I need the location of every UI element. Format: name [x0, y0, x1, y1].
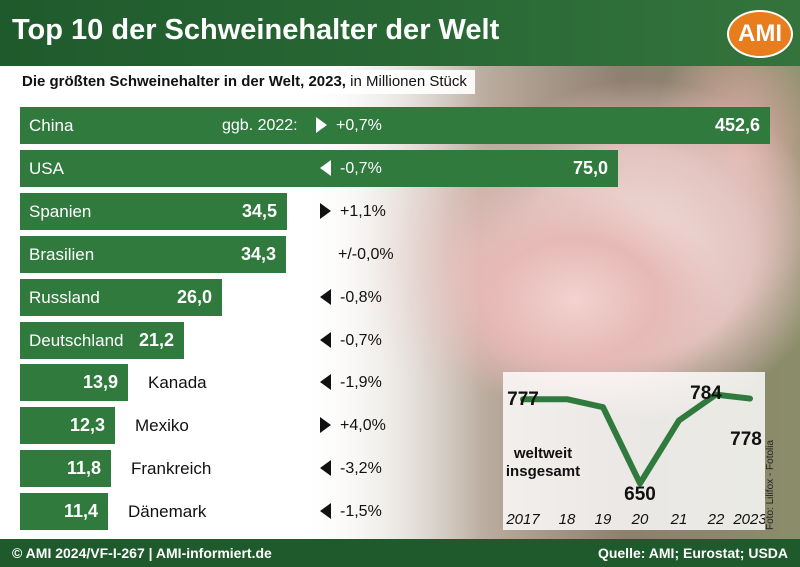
category-label: USA [29, 159, 64, 178]
bar-kanada [20, 364, 128, 401]
up-arrow-icon [320, 203, 331, 219]
footer-copyright: © AMI 2024/VF-I-267 | AMI-informiert.de [12, 545, 272, 561]
change-label: -0,7% [340, 160, 382, 177]
bar-frankreich [20, 450, 111, 487]
change-label: +4,0% [340, 417, 386, 434]
annotation-line-2: insgesamt [506, 463, 580, 480]
annotation-line-1: weltweit [513, 445, 572, 462]
up-arrow-icon [320, 417, 331, 433]
world-total-line-chart: 2017 18 19 20 21 22 2023 777 650 784 778 weltweitin… [505, 383, 767, 528]
value-label: 11,4 [63, 501, 98, 521]
bar-dänemark [20, 493, 108, 530]
change-label: -3,2% [340, 460, 382, 477]
down-arrow-icon [320, 160, 331, 176]
value-label: 11,8 [66, 458, 101, 478]
footer-bar: © AMI 2024/VF-I-267 | AMI-informiert.de … [0, 539, 800, 567]
chart-subtitle: Die größten Schweinehalter in der Welt, … [14, 70, 475, 94]
down-arrow-icon [320, 332, 331, 348]
x-tick-label: 22 [707, 511, 725, 528]
change-caption: ggb. 2022: [222, 117, 298, 134]
category-label: Mexiko [135, 416, 189, 435]
value-label: 13,9 [82, 372, 118, 392]
page-title: Top 10 der Schweinehalter der Welt [12, 14, 500, 46]
category-label: Spanien [29, 202, 92, 221]
x-tick-label: 21 [670, 511, 688, 528]
data-label: 778 [730, 429, 762, 450]
value-label: 34,5 [241, 201, 277, 221]
subtitle-unit: in Millionen Stück [345, 73, 467, 90]
subtitle-bold: Die größten Schweinehalter in der Welt, … [22, 73, 346, 90]
category-label: Frankreich [131, 459, 212, 478]
down-arrow-icon [320, 460, 331, 476]
category-label: Deutschland [29, 331, 124, 350]
x-tick-label: 2023 [732, 511, 765, 528]
value-label: 75,0 [572, 158, 608, 178]
change-label: -1,5% [340, 503, 382, 520]
data-label: 777 [507, 389, 539, 410]
bar-spanien [20, 193, 287, 230]
change-label: -0,8% [340, 289, 382, 306]
down-arrow-icon [320, 289, 331, 305]
bar-mexiko [20, 407, 115, 444]
up-arrow-icon [316, 117, 327, 133]
x-tick-label: 20 [631, 511, 649, 528]
change-label: -0,7% [340, 332, 382, 349]
world-total-inset: 2017 18 19 20 21 22 2023 777 650 784 778 weltweit in… [503, 372, 767, 530]
category-label: China [29, 116, 74, 135]
value-label: 26,0 [176, 287, 212, 307]
down-arrow-icon [320, 503, 331, 519]
value-label: 12,3 [69, 415, 105, 435]
x-tick-label: 2017 [505, 511, 540, 528]
data-label: 650 [624, 484, 656, 505]
category-label: Russland [29, 288, 100, 307]
value-label: 21,2 [138, 330, 174, 350]
bar-deutschland [20, 322, 184, 359]
category-label: Kanada [148, 373, 207, 392]
value-label: 34,3 [240, 244, 276, 264]
bar-brasilien [20, 236, 286, 273]
x-tick-label: 19 [595, 511, 612, 528]
bar-china [20, 107, 770, 144]
change-label: +0,7% [336, 117, 382, 134]
ami-logo: AMI [727, 10, 793, 58]
change-label: -1,9% [340, 374, 382, 391]
footer-source: Quelle: AMI; Eurostat; USDA [597, 545, 788, 561]
title-bar: Top 10 der Schweinehalter der Welt AMI [0, 0, 800, 66]
value-label: 452,6 [714, 115, 760, 135]
change-label: +1,1% [340, 203, 386, 220]
world-total-line [520, 391, 753, 487]
data-label: 784 [690, 383, 722, 404]
bar-russland [20, 279, 222, 316]
category-label: Dänemark [128, 502, 207, 521]
change-label: +/-0,0% [338, 246, 394, 263]
photo-credit: Foto: Lilifox - Fotolia [765, 439, 776, 530]
x-tick-label: 18 [559, 511, 576, 528]
category-label: Brasilien [29, 245, 95, 264]
bar-usa [20, 150, 618, 187]
down-arrow-icon [320, 374, 331, 390]
